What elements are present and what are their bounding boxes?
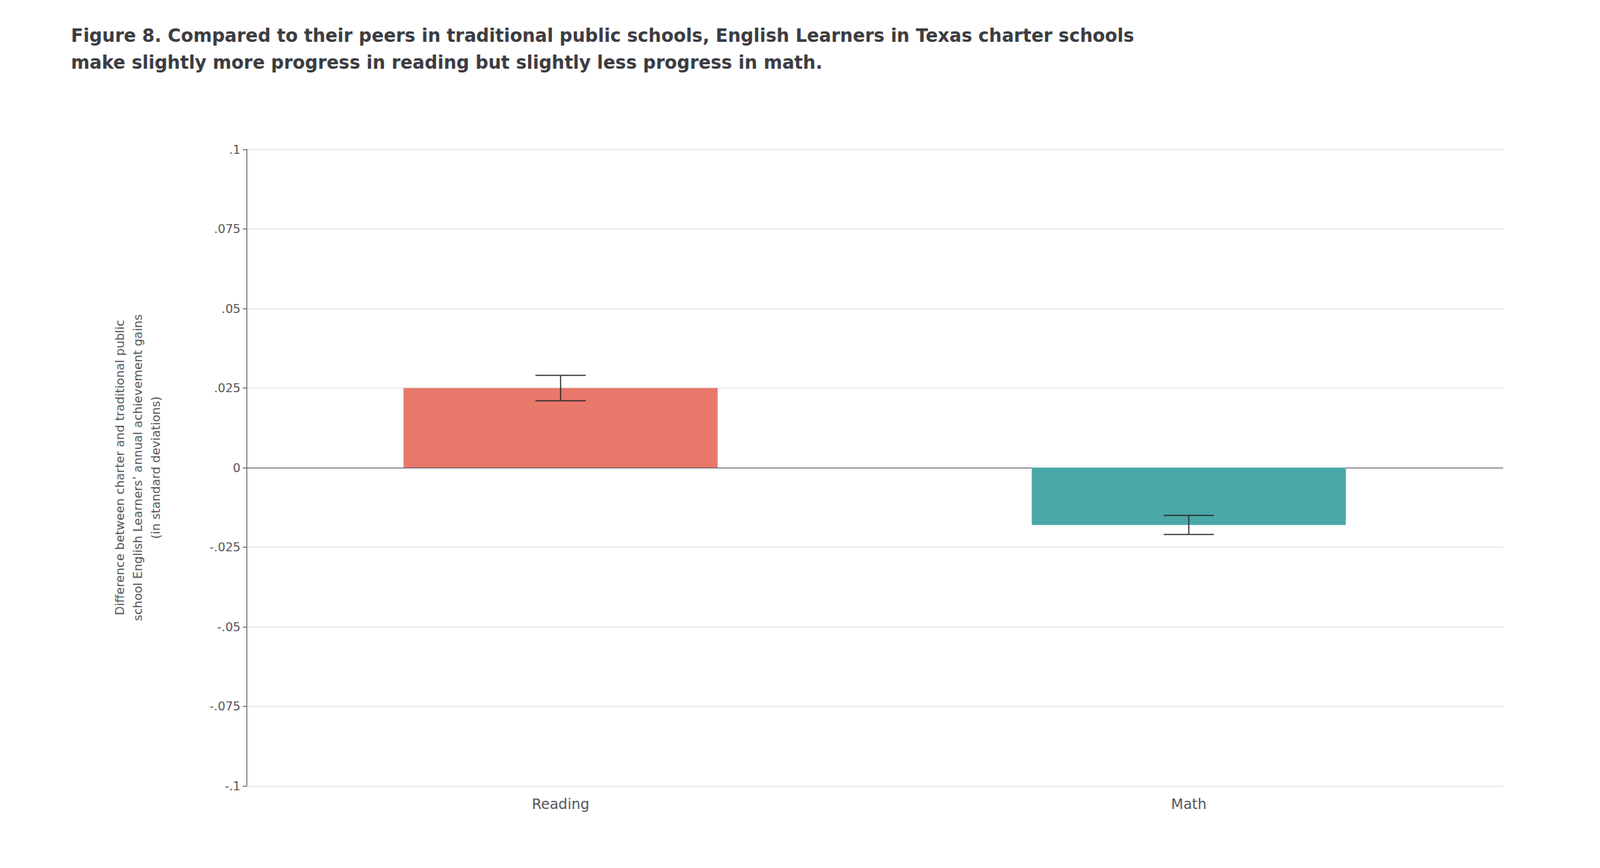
svg-text:-.1: -.1	[224, 779, 241, 794]
svg-text:Difference between charter and: Difference between charter and tradition…	[112, 319, 127, 616]
svg-text:make slightly more progress in: make slightly more progress in reading b…	[70, 52, 823, 74]
svg-text:.075: .075	[213, 221, 241, 237]
svg-text:0: 0	[233, 460, 241, 476]
svg-text:school English Learners’ annua: school English Learners’ annual achievem…	[130, 314, 145, 622]
svg-text:(in standard deviations): (in standard deviations)	[148, 396, 163, 540]
svg-text:-.025: -.025	[209, 540, 241, 555]
svg-text:.1: .1	[229, 142, 241, 157]
svg-text:Math: Math	[1171, 795, 1208, 812]
svg-text:Reading: Reading	[531, 795, 590, 812]
svg-text:-.05: -.05	[217, 619, 241, 635]
svg-text:.05: .05	[221, 301, 241, 316]
svg-text:.025: .025	[213, 380, 241, 396]
svg-text:-.075: -.075	[209, 699, 241, 714]
svg-text:Figure 8. Compared to their pe: Figure 8. Compared to their peers in tra…	[70, 25, 1134, 47]
